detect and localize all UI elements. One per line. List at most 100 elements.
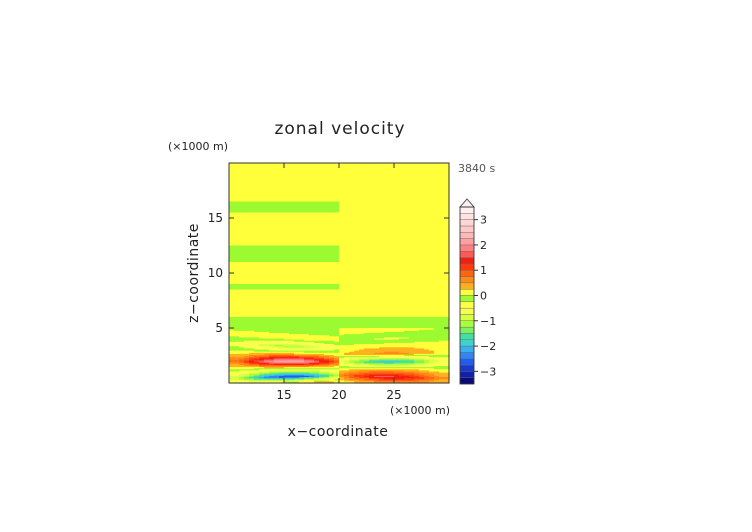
contour-cell xyxy=(329,328,335,330)
contour-cell xyxy=(309,359,315,362)
contour-cell xyxy=(424,353,430,355)
contour-cell xyxy=(334,330,340,332)
contour-cell xyxy=(394,366,400,369)
contour-cell xyxy=(234,342,240,344)
contour-cell xyxy=(439,331,445,333)
contour-cell xyxy=(294,341,300,343)
contour-cell xyxy=(324,335,330,338)
contour-band-right-3 xyxy=(339,212,449,246)
contour-cell xyxy=(429,348,435,351)
contour-cell xyxy=(389,352,395,354)
contour-cell xyxy=(409,364,415,366)
contour-cell xyxy=(374,376,380,379)
contour-cell xyxy=(369,336,375,339)
contour-cell xyxy=(399,370,405,373)
contour-cell xyxy=(369,372,375,374)
contour-cell xyxy=(369,333,375,336)
contour-cell xyxy=(394,350,400,352)
contour-cell xyxy=(424,365,430,368)
contour-band-right-8 xyxy=(339,317,449,328)
contour-cell xyxy=(404,328,410,330)
contour-cell xyxy=(269,374,275,376)
contour-cell xyxy=(419,379,425,382)
contour-cell xyxy=(304,343,310,346)
contour-cell xyxy=(389,342,395,344)
contour-cell xyxy=(424,337,430,340)
contour-cell xyxy=(334,332,340,335)
contour-cell xyxy=(239,380,245,383)
contour-cell xyxy=(324,328,330,330)
contour-cell xyxy=(364,330,370,332)
contour-cell xyxy=(314,380,320,383)
contour-cell xyxy=(344,337,350,340)
contour-cell xyxy=(309,380,315,383)
contour-cell xyxy=(314,362,320,364)
contour-cell xyxy=(259,335,265,338)
contour-cell xyxy=(264,331,270,333)
contour-cell xyxy=(354,366,360,369)
contour-cell xyxy=(274,329,280,331)
contour-cell xyxy=(254,359,260,362)
contour-cell xyxy=(324,336,330,339)
contour-cell xyxy=(354,331,360,333)
contour-cell xyxy=(319,336,325,339)
contour-cell xyxy=(249,369,255,372)
contour-cell xyxy=(434,373,440,375)
contour-cell xyxy=(279,358,285,361)
contour-cell xyxy=(389,365,395,368)
contour-cell xyxy=(364,362,370,364)
contour-cell xyxy=(434,362,440,364)
contour-cell xyxy=(299,365,305,368)
contour-cell xyxy=(419,359,425,362)
contour-cell xyxy=(409,337,415,340)
contour-cell xyxy=(379,334,385,337)
contour-cell xyxy=(339,328,345,330)
contour-cell xyxy=(429,353,435,355)
contour-cell xyxy=(389,330,395,332)
contour-cell xyxy=(364,343,370,346)
contour-cell xyxy=(384,336,390,339)
contour-cell xyxy=(384,356,390,359)
contour-cell xyxy=(379,337,385,340)
contour-cell xyxy=(429,347,435,350)
contour-cell xyxy=(404,337,410,340)
contour-cell xyxy=(344,362,350,364)
contour-cell xyxy=(404,356,410,359)
contour-cell xyxy=(409,346,415,349)
contour-cell xyxy=(389,358,395,361)
contour-cell xyxy=(319,365,325,368)
contour-cell xyxy=(409,343,415,346)
contour-cell xyxy=(394,328,400,330)
contour-cell xyxy=(294,337,300,340)
contour-cell xyxy=(279,341,285,343)
contour-cell xyxy=(279,366,285,369)
contour-cell xyxy=(354,365,360,368)
contour-cell xyxy=(364,332,370,335)
contour-cell xyxy=(349,350,355,352)
contour-cell xyxy=(364,380,370,383)
contour-cell xyxy=(269,341,275,343)
contour-cell xyxy=(304,356,310,359)
contour-cell xyxy=(269,379,275,382)
contour-cell xyxy=(409,347,415,350)
contour-cell xyxy=(349,370,355,373)
contour-cell xyxy=(324,353,330,355)
contour-cell xyxy=(304,348,310,351)
contour-cell xyxy=(274,337,280,340)
contour-cell xyxy=(424,364,430,366)
contour-cell xyxy=(344,377,350,380)
contour-cell xyxy=(324,374,330,376)
contour-cell xyxy=(409,376,415,379)
contour-cell xyxy=(309,336,315,339)
contour-cell xyxy=(244,344,250,347)
contour-cell xyxy=(349,335,355,338)
contour-cell xyxy=(414,337,420,340)
contour-cell xyxy=(259,378,265,381)
contour-cell xyxy=(289,373,295,375)
contour-cell xyxy=(269,332,275,335)
contour-cell xyxy=(269,362,275,364)
contour-cell xyxy=(239,330,245,332)
contour-cell xyxy=(374,354,380,357)
contour-cell xyxy=(314,375,320,377)
contour-cell xyxy=(349,366,355,369)
